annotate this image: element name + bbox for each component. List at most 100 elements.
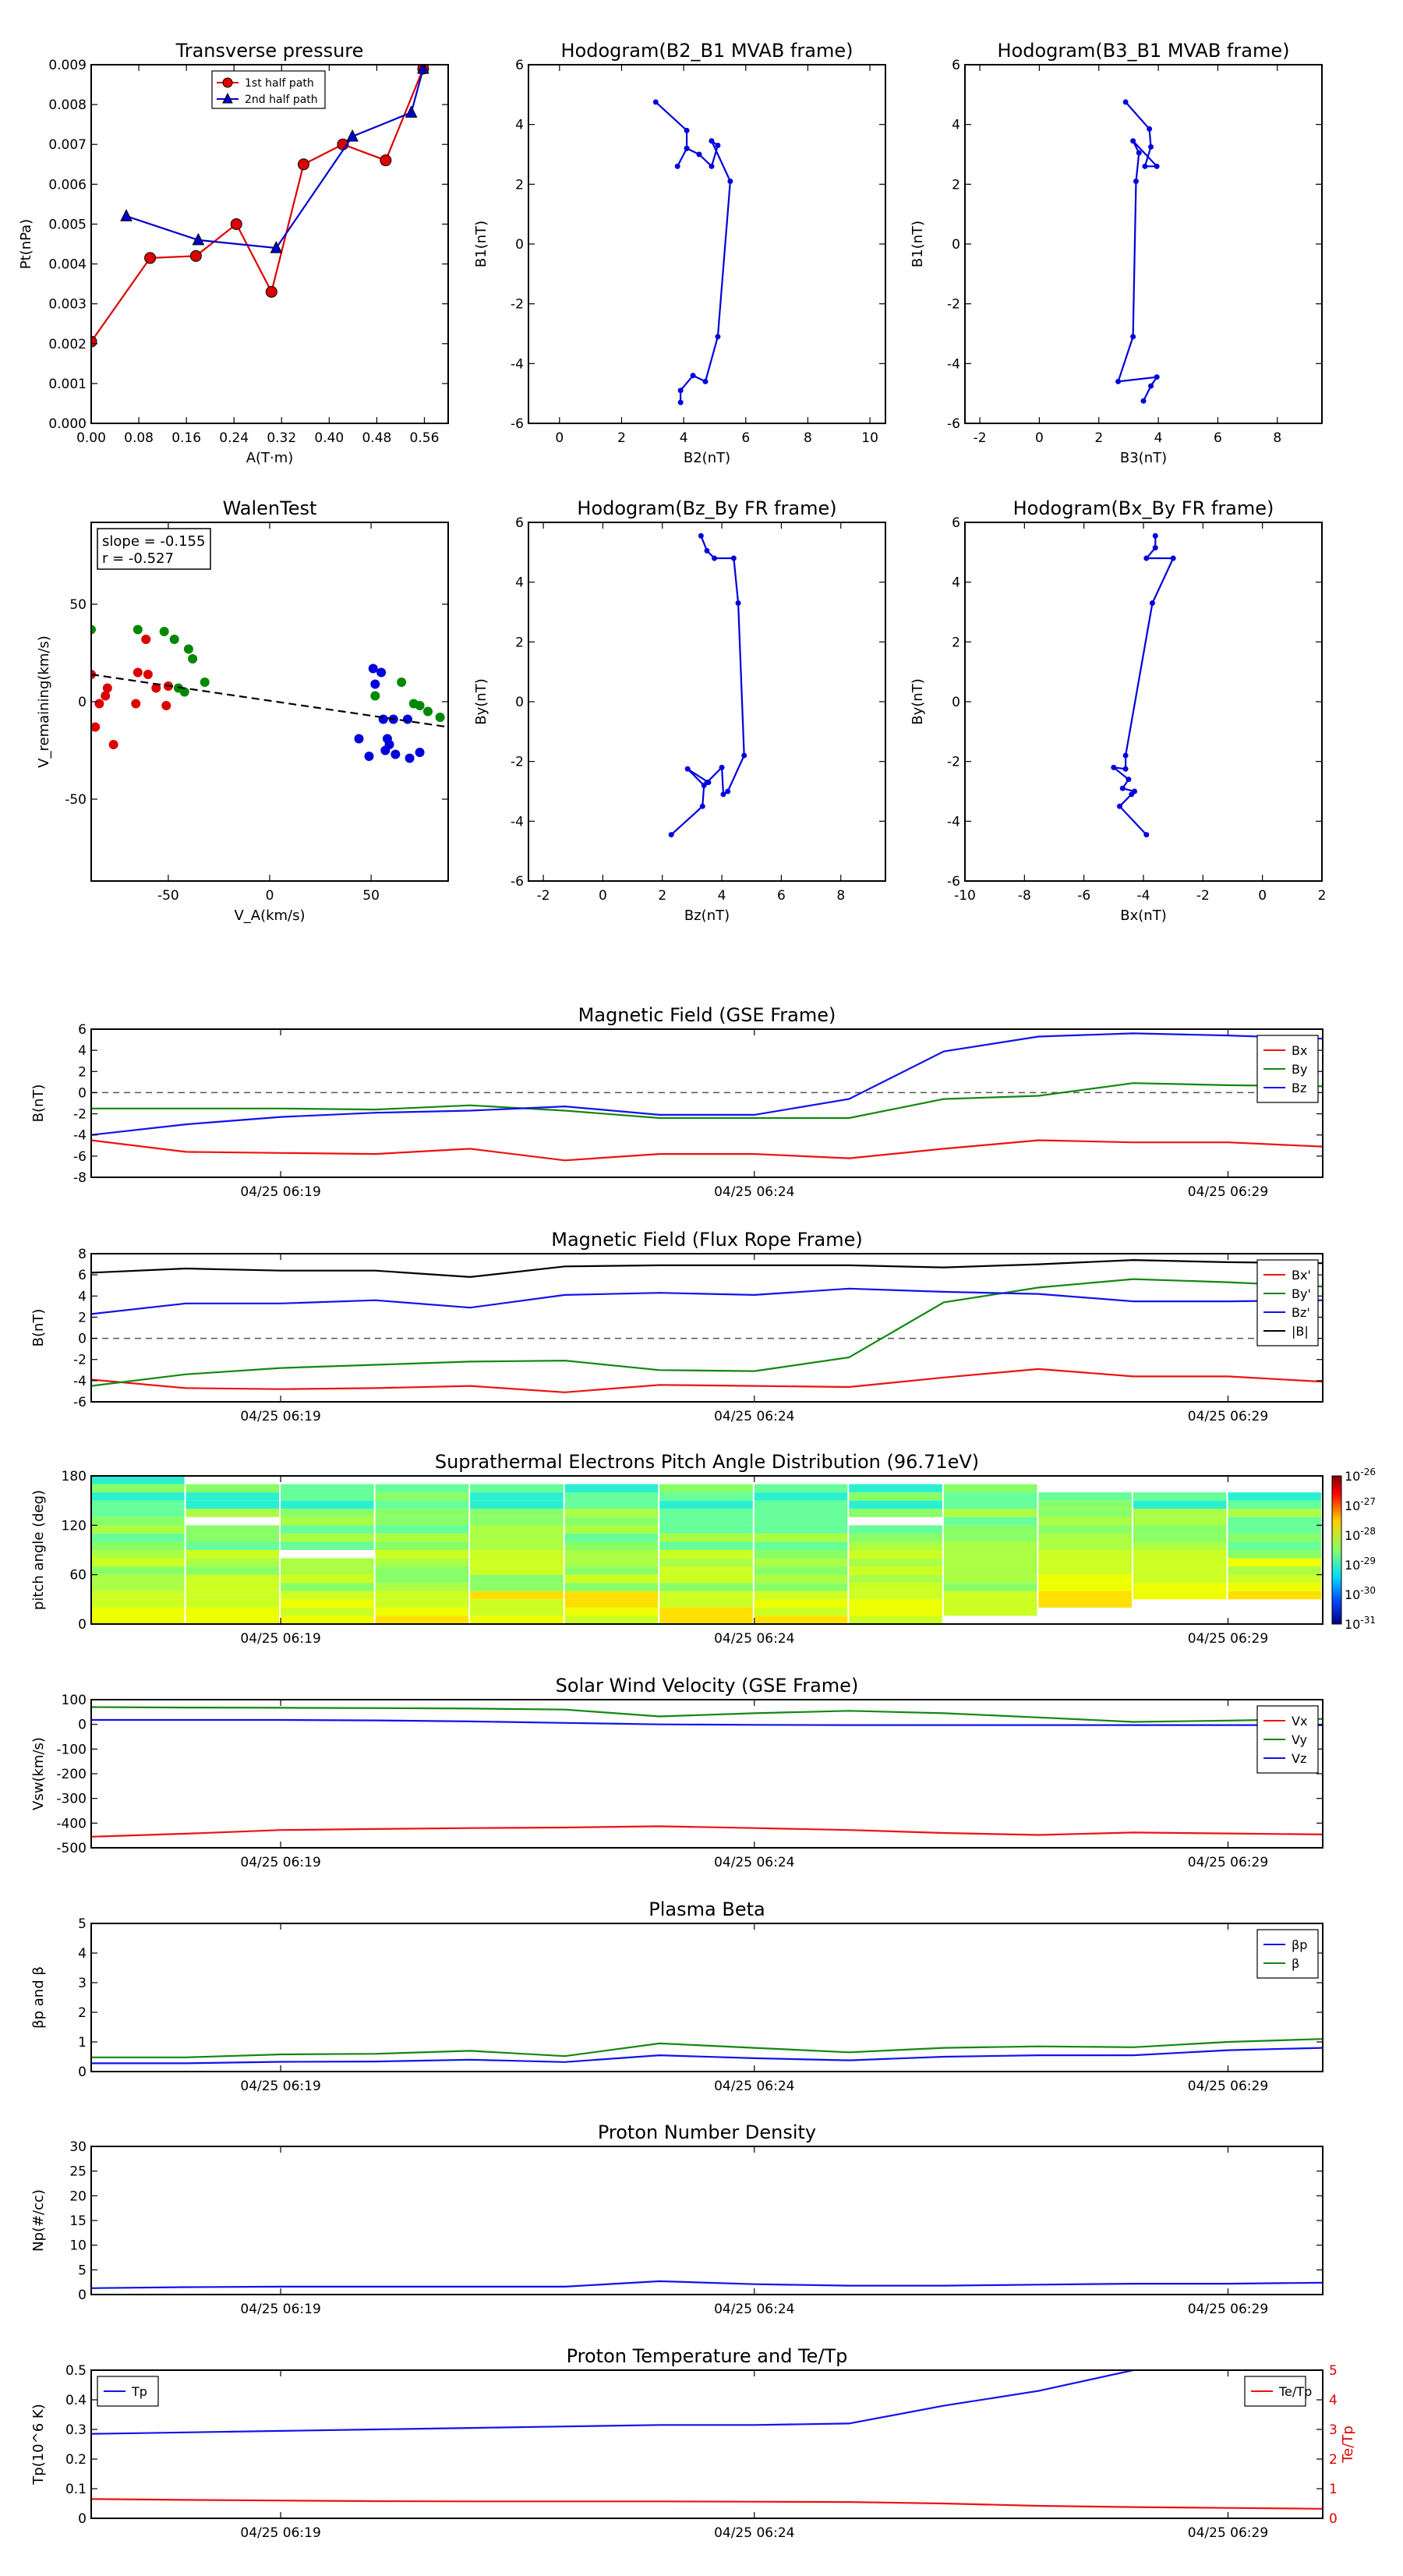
scatter-point: [200, 678, 210, 687]
chart-title: Hodogram(Bx_By FR frame): [1013, 497, 1274, 519]
heatmap-cell: [375, 1599, 469, 1608]
scatter-point: [354, 734, 364, 744]
chart-title: Hodogram(Bz_By FR frame): [577, 497, 836, 519]
scatter-point: [179, 687, 189, 697]
heatmap-cell: [659, 1583, 753, 1591]
heatmap-cell: [754, 1558, 848, 1567]
scatter-point: [188, 654, 198, 663]
heatmap-cell: [91, 1574, 185, 1583]
plot-frame: [90, 2146, 1323, 2295]
plot-frame: [964, 522, 1323, 882]
legend-label: Bx: [1292, 1043, 1307, 1058]
heatmap-cell: [1038, 1525, 1132, 1534]
data-point: [715, 143, 721, 148]
x-tick-label: 6: [741, 430, 750, 446]
plot-frame: [90, 64, 449, 424]
data-point: [1122, 766, 1129, 772]
x-tick-label: 0.56: [410, 430, 440, 446]
heatmap-cell: [1038, 1500, 1132, 1509]
x-tick-label: 6: [777, 888, 786, 904]
data-point: [1142, 163, 1148, 169]
heatmap-cell: [943, 1591, 1037, 1600]
x-tick-label: 04/25 06:19: [240, 2079, 320, 2094]
x-tick-label: -2: [537, 888, 550, 904]
series-line: [91, 2047, 1323, 2065]
heatmap-cell: [943, 1550, 1037, 1559]
annotation-box: [97, 528, 211, 570]
y-tick-label: 3: [78, 1976, 87, 1991]
legend-label: Vz: [1292, 1751, 1306, 1766]
y-tick-label: -50: [65, 792, 87, 808]
heatmap-cell: [91, 1516, 185, 1526]
heatmap-cell: [281, 1492, 374, 1501]
plot-area: [91, 2370, 1323, 2510]
heatmap-cell: [375, 1550, 469, 1559]
legend-label: By': [1292, 1286, 1311, 1301]
heatmap-cell: [754, 1591, 848, 1600]
heatmap-cell: [659, 1607, 753, 1616]
heatmap-cell: [91, 1476, 185, 1484]
heatmap-cell: [1038, 1583, 1132, 1591]
scatter-point: [159, 627, 169, 636]
y-axis-label: B(nT): [30, 1085, 47, 1123]
data-point: [730, 555, 737, 561]
series-line: [91, 2370, 1140, 2435]
x-tick-label: -10: [954, 888, 976, 904]
x-tick-label: 0.48: [362, 430, 391, 446]
heatmap-cell: [1228, 1492, 1321, 1501]
y-tick-label-right: 4: [1329, 2393, 1338, 2408]
y-tick-label: 100: [62, 1693, 87, 1708]
scatter-point: [378, 714, 388, 724]
x-tick-label: 04/25 06:24: [714, 2302, 794, 2317]
heatmap-cell: [564, 1525, 659, 1534]
y-tick-label-right: 5: [1329, 2363, 1338, 2379]
heatmap-cell: [659, 1591, 753, 1600]
heatmap-cell: [564, 1615, 659, 1624]
data-point: [690, 373, 696, 379]
scatter-point: [91, 625, 96, 635]
data-point: [696, 151, 702, 157]
data-point: [189, 249, 202, 262]
heatmap-cell: [91, 1591, 185, 1600]
heatmap-cell: [849, 1574, 942, 1583]
heatmap-cell: [564, 1492, 659, 1501]
y-tick-label: -200: [56, 1767, 87, 1782]
heatmap-cell: [91, 1533, 185, 1542]
chart-pt: Transverse pressure 0.00 0.08 0.16 0.24 0.32 0…: [18, 40, 449, 466]
x-tick-label: 04/25 06:24: [714, 1631, 794, 1647]
heatmap-cell: [470, 1541, 564, 1550]
data-point: [1136, 150, 1142, 156]
y-tick-label: -6: [511, 874, 524, 890]
heatmap-cell: [754, 1607, 848, 1616]
heatmap-cell: [659, 1541, 753, 1550]
y-tick-label: 5: [78, 2263, 87, 2278]
heatmap-cell: [849, 1607, 942, 1616]
legend-label: Te/Tp: [1278, 2384, 1312, 2399]
y-tick-label: -300: [56, 1792, 87, 1807]
legend-label: β: [1292, 1956, 1299, 1971]
heatmap-cell: [375, 1574, 469, 1583]
heatmap-cell: [91, 1525, 185, 1534]
data-point: [720, 791, 726, 798]
heatmap-cell: [659, 1500, 753, 1509]
data-point: [727, 179, 733, 184]
data-point: [684, 127, 690, 133]
plot-frame: [90, 2369, 1323, 2519]
y-axis-label: Tp(10^6 K): [30, 2404, 47, 2485]
scatter-point: [422, 706, 433, 717]
data-point: [698, 533, 704, 539]
heatmap-cell: [754, 1583, 848, 1591]
y-axis-label: By(nT): [473, 678, 489, 724]
scatter-point: [133, 625, 143, 635]
x-tick-label: 04/25 06:24: [714, 2079, 794, 2094]
plot-area: [91, 625, 448, 763]
heatmap-cell: [943, 1583, 1037, 1591]
heatmap-cell: [186, 1525, 280, 1534]
y-tick-label: 0.003: [48, 297, 87, 313]
colorbar: [1331, 1475, 1342, 1625]
plot-frame: [90, 1253, 1323, 1403]
y-tick-label: 0.2: [65, 2452, 87, 2468]
series-line: [91, 68, 424, 342]
y-axis-label: Pt(nPa): [18, 219, 34, 269]
chart-hodo4: Hodogram(Bx_By FR frame) -10 -8 -6 -4 -2 0 2 -6 -…: [910, 497, 1326, 924]
